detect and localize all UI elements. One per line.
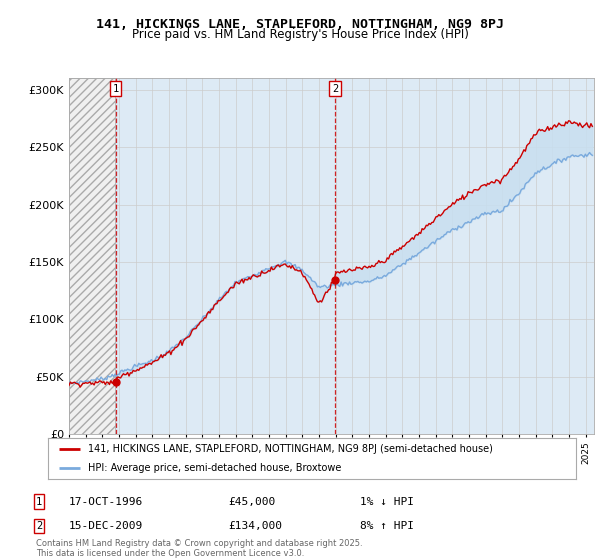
Text: 1% ↓ HPI: 1% ↓ HPI: [360, 497, 414, 507]
Text: 8% ↑ HPI: 8% ↑ HPI: [360, 521, 414, 531]
Text: Contains HM Land Registry data © Crown copyright and database right 2025.
This d: Contains HM Land Registry data © Crown c…: [36, 539, 362, 558]
Text: £134,000: £134,000: [228, 521, 282, 531]
Text: 1: 1: [36, 497, 42, 507]
Text: 2: 2: [36, 521, 42, 531]
Bar: [69, 78, 115, 434]
Text: 17-OCT-1996: 17-OCT-1996: [69, 497, 143, 507]
Text: 141, HICKINGS LANE, STAPLEFORD, NOTTINGHAM, NG9 8PJ (semi-detached house): 141, HICKINGS LANE, STAPLEFORD, NOTTINGH…: [88, 445, 493, 454]
Text: 141, HICKINGS LANE, STAPLEFORD, NOTTINGHAM, NG9 8PJ: 141, HICKINGS LANE, STAPLEFORD, NOTTINGH…: [96, 18, 504, 31]
Text: 2: 2: [332, 84, 338, 94]
Text: Price paid vs. HM Land Registry's House Price Index (HPI): Price paid vs. HM Land Registry's House …: [131, 28, 469, 41]
Text: 1: 1: [112, 84, 119, 94]
Text: HPI: Average price, semi-detached house, Broxtowe: HPI: Average price, semi-detached house,…: [88, 463, 341, 473]
Text: £45,000: £45,000: [228, 497, 275, 507]
Text: 15-DEC-2009: 15-DEC-2009: [69, 521, 143, 531]
